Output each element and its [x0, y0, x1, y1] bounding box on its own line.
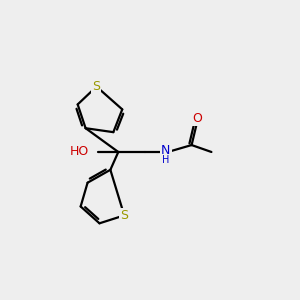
Text: S: S: [92, 80, 101, 93]
Text: H: H: [162, 155, 169, 165]
Text: O: O: [193, 112, 202, 125]
Text: S: S: [92, 80, 101, 93]
Text: HO: HO: [69, 146, 88, 158]
Text: N: N: [161, 143, 170, 157]
Text: S: S: [120, 209, 128, 222]
